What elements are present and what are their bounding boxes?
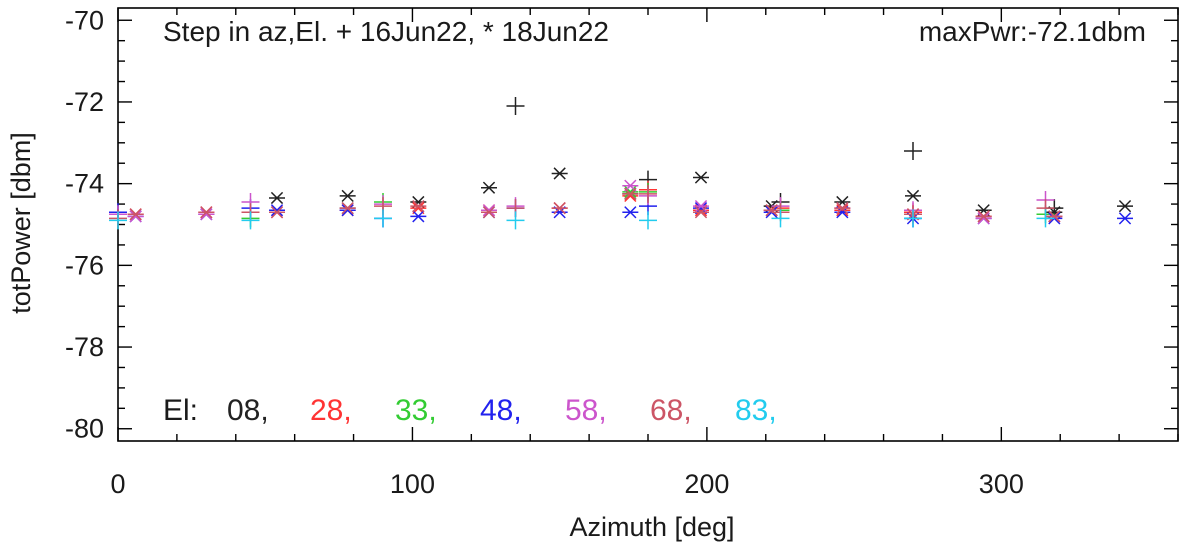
max-power-annotation: maxPwr:-72.1dbm bbox=[919, 16, 1146, 47]
legend-entry-08: 08, bbox=[227, 394, 269, 427]
y-tick-label: -72 bbox=[65, 87, 104, 117]
data-point-star bbox=[127, 208, 144, 221]
data-point-star bbox=[763, 204, 780, 217]
legend-entry-83: 83, bbox=[735, 394, 777, 427]
y-tick-label: -80 bbox=[65, 414, 104, 444]
axis-tick-labels: 0 100 200 300 -80 -78 -76 -74 -72 -70 bbox=[65, 5, 1024, 499]
x-tick-label: 200 bbox=[684, 469, 729, 499]
data-point-star bbox=[198, 208, 215, 221]
data-point-star bbox=[693, 199, 709, 213]
data-point-star bbox=[975, 210, 992, 223]
data-point-star bbox=[339, 204, 356, 217]
legend-entry-48: 48, bbox=[480, 394, 522, 427]
data-point-plus bbox=[1036, 209, 1055, 228]
data-point-star bbox=[834, 202, 851, 215]
data-point-star bbox=[339, 189, 356, 203]
series-58 bbox=[109, 179, 1063, 225]
data-point-plus bbox=[241, 211, 260, 230]
data-point-star bbox=[410, 202, 427, 215]
data-point-star bbox=[1046, 210, 1063, 223]
data-point-plus bbox=[506, 97, 525, 116]
data-point-star bbox=[481, 206, 497, 219]
y-tick-label: -74 bbox=[65, 169, 104, 199]
data-point-star bbox=[410, 210, 427, 223]
data-point-plus bbox=[904, 141, 922, 160]
x-tick-label: 300 bbox=[979, 469, 1024, 499]
data-point-star bbox=[551, 167, 568, 180]
axis-ticks bbox=[117, 8, 1179, 441]
series-83 bbox=[109, 209, 1055, 230]
x-tick-label: 100 bbox=[390, 469, 435, 499]
legend-entry-28: 28, bbox=[310, 394, 352, 427]
data-point-star bbox=[975, 212, 992, 225]
data-point-plus bbox=[109, 211, 127, 230]
y-tick-label: -70 bbox=[65, 5, 104, 35]
data-point-star bbox=[622, 187, 639, 200]
data-point-plus bbox=[506, 211, 525, 230]
data-point-star bbox=[269, 206, 285, 219]
data-point-star bbox=[905, 189, 921, 203]
data-point-star bbox=[269, 204, 285, 217]
data-point-star bbox=[410, 199, 427, 213]
legend-entry-58: 58, bbox=[565, 394, 607, 427]
data-point-plus bbox=[374, 209, 392, 228]
data-point-plus bbox=[904, 209, 922, 228]
data-point-star bbox=[693, 171, 709, 184]
legend-entry-33: 33, bbox=[395, 394, 437, 427]
data-point-plus bbox=[639, 184, 657, 203]
data-point-star bbox=[481, 204, 497, 217]
data-marks bbox=[109, 97, 1133, 230]
data-point-plus bbox=[771, 209, 790, 228]
data-point-star bbox=[834, 204, 851, 217]
chart-title: Step in az,El. + 16Jun22, * 18Jun22 bbox=[163, 16, 609, 47]
data-point-star bbox=[834, 195, 851, 209]
data-point-star bbox=[622, 185, 639, 198]
data-point-star bbox=[693, 206, 709, 219]
y-tick-label: -76 bbox=[65, 250, 104, 280]
series-28 bbox=[127, 180, 1063, 223]
data-point-plus bbox=[639, 211, 657, 230]
data-point-star bbox=[622, 179, 639, 192]
data-point-star bbox=[551, 202, 568, 215]
y-tick-label: -78 bbox=[65, 332, 104, 362]
data-point-star bbox=[127, 210, 144, 223]
data-point-star bbox=[339, 202, 356, 215]
data-point-star bbox=[1117, 212, 1133, 225]
data-point-star bbox=[269, 191, 285, 205]
y-axis-label: totPower [dbm] bbox=[6, 132, 36, 314]
x-tick-label: 0 bbox=[110, 469, 125, 499]
legend-entry-68: 68, bbox=[650, 394, 692, 427]
elevation-legend: El: 08, 28, 33, 48, 58, 68, 83, bbox=[163, 394, 777, 427]
legend-prefix: El: bbox=[163, 394, 198, 427]
data-point-star bbox=[622, 206, 639, 219]
data-point-star bbox=[1117, 199, 1133, 213]
x-axis-label: Azimuth [deg] bbox=[569, 512, 734, 542]
data-point-star bbox=[198, 206, 215, 219]
series-08 bbox=[269, 97, 1133, 219]
data-point-star bbox=[481, 181, 497, 194]
data-point-star bbox=[975, 204, 992, 217]
